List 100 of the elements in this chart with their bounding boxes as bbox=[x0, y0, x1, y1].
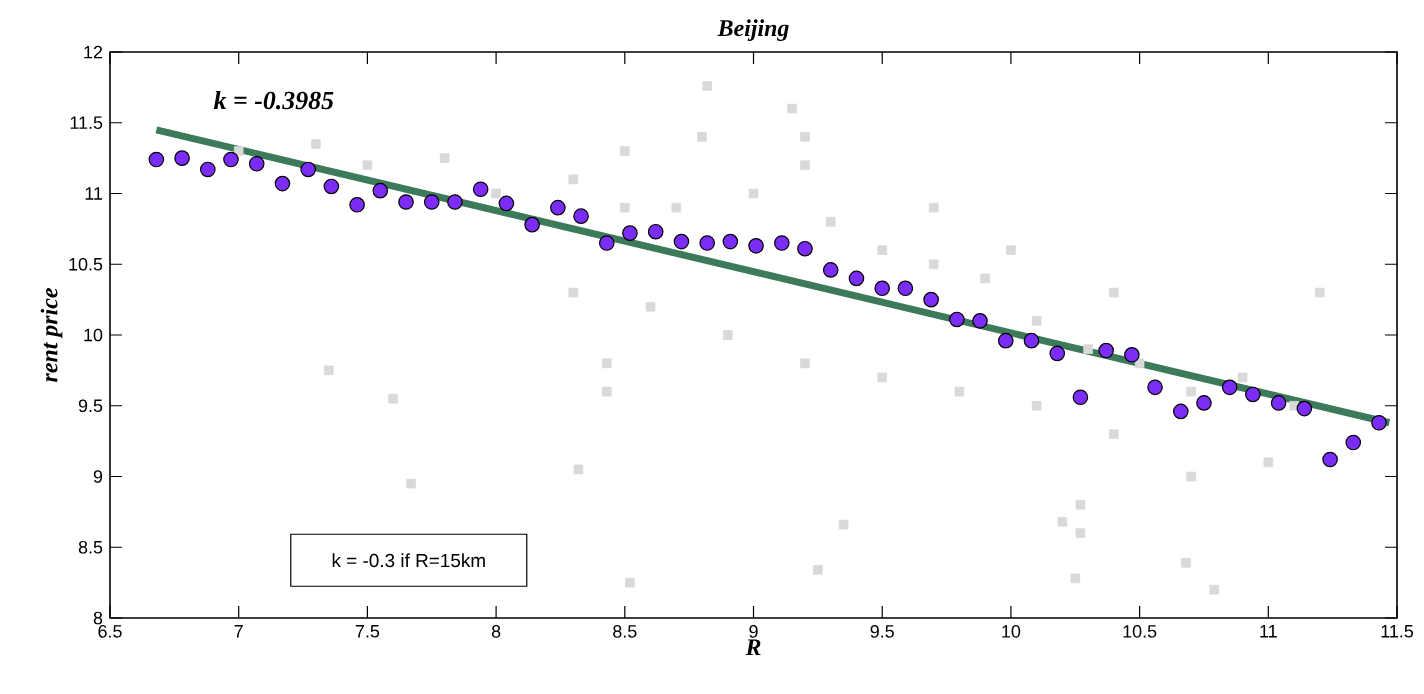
point bbox=[797, 240, 813, 257]
point bbox=[1371, 414, 1387, 431]
point bbox=[300, 161, 316, 178]
point bbox=[1181, 558, 1191, 568]
point bbox=[897, 280, 914, 297]
x-axis-title: R bbox=[745, 639, 761, 656]
point bbox=[748, 238, 764, 254]
point bbox=[1098, 342, 1114, 359]
point bbox=[722, 233, 739, 250]
point bbox=[372, 182, 389, 199]
point bbox=[573, 208, 589, 224]
point bbox=[439, 153, 450, 163]
x-tick-label: 7 bbox=[234, 625, 243, 638]
x-tick-label: 10 bbox=[1002, 625, 1021, 638]
y-tick-label: 10 bbox=[84, 328, 103, 342]
x-tick-label: 9.5 bbox=[870, 625, 894, 638]
point bbox=[498, 195, 515, 212]
point bbox=[1023, 332, 1040, 349]
point bbox=[1057, 516, 1068, 527]
point bbox=[601, 386, 612, 397]
point bbox=[1296, 400, 1313, 417]
point bbox=[1186, 471, 1196, 482]
point bbox=[1049, 345, 1066, 362]
x-tick-label: 11 bbox=[1260, 625, 1277, 638]
point bbox=[1186, 386, 1196, 397]
point bbox=[311, 139, 321, 149]
annotation: k = -0.3985 bbox=[213, 90, 334, 110]
point bbox=[874, 280, 891, 297]
point bbox=[1083, 344, 1093, 354]
point bbox=[1322, 451, 1338, 468]
point bbox=[323, 178, 340, 195]
point bbox=[200, 161, 216, 178]
y-tick-label: 12 bbox=[84, 45, 103, 59]
point bbox=[928, 259, 939, 270]
point bbox=[568, 174, 579, 185]
point bbox=[625, 577, 635, 588]
point bbox=[406, 478, 416, 489]
point bbox=[800, 160, 810, 170]
point bbox=[1109, 429, 1119, 439]
y-tick-label: 11 bbox=[85, 187, 103, 200]
y-tick-label: 8.5 bbox=[78, 540, 103, 554]
point bbox=[274, 175, 291, 192]
point bbox=[1075, 500, 1086, 510]
point bbox=[1031, 400, 1042, 411]
point bbox=[800, 132, 810, 142]
point bbox=[223, 151, 239, 168]
point bbox=[1209, 584, 1220, 595]
point bbox=[877, 372, 888, 383]
point bbox=[248, 155, 265, 172]
point bbox=[1147, 379, 1163, 396]
x-tick-label: 10.5 bbox=[1123, 625, 1157, 638]
point bbox=[1245, 386, 1261, 403]
point bbox=[645, 301, 656, 312]
point bbox=[697, 132, 707, 142]
point bbox=[620, 146, 630, 156]
point bbox=[362, 160, 373, 170]
point bbox=[598, 235, 615, 251]
x-tick-label: 11.5 bbox=[1381, 625, 1414, 638]
point bbox=[748, 188, 759, 199]
point bbox=[601, 358, 612, 369]
annotation: k = -0.3 if R=15km bbox=[332, 553, 485, 568]
point bbox=[524, 216, 540, 233]
chart-title: Beijing bbox=[717, 19, 789, 42]
point bbox=[388, 393, 398, 404]
point bbox=[1263, 457, 1274, 468]
point bbox=[1221, 379, 1238, 396]
point bbox=[1237, 372, 1248, 383]
point bbox=[699, 235, 715, 251]
point bbox=[568, 287, 579, 298]
point bbox=[1289, 400, 1299, 411]
point bbox=[447, 194, 463, 210]
point bbox=[822, 262, 839, 278]
point bbox=[848, 270, 865, 287]
point bbox=[1031, 316, 1042, 326]
point bbox=[1109, 287, 1119, 298]
x-tick-label: 8 bbox=[491, 625, 501, 638]
point bbox=[800, 358, 810, 369]
point bbox=[923, 291, 939, 308]
point bbox=[323, 365, 334, 376]
point bbox=[491, 188, 501, 199]
point bbox=[472, 181, 489, 198]
x-tick-label: 6.5 bbox=[98, 625, 122, 638]
point bbox=[1072, 389, 1089, 406]
point bbox=[949, 311, 965, 328]
point bbox=[349, 197, 365, 213]
y-tick-label: 8 bbox=[93, 611, 103, 625]
point bbox=[1075, 528, 1086, 538]
point bbox=[774, 235, 790, 251]
y-tick-label: 9.5 bbox=[78, 399, 103, 413]
y-tick-label: 11.5 bbox=[70, 116, 103, 130]
point bbox=[1270, 395, 1287, 411]
point bbox=[997, 332, 1014, 349]
point bbox=[1196, 395, 1212, 411]
point bbox=[1070, 573, 1081, 584]
x-tick-label: 9 bbox=[749, 625, 758, 638]
point bbox=[813, 565, 823, 575]
point bbox=[1006, 245, 1016, 255]
point bbox=[174, 150, 190, 166]
point bbox=[550, 199, 566, 216]
point bbox=[671, 202, 682, 213]
